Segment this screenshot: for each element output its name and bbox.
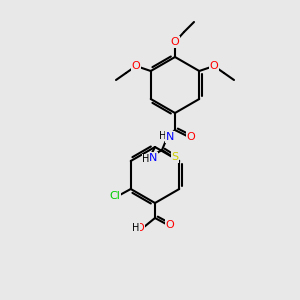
Text: O: O: [136, 223, 144, 233]
Text: H: H: [142, 154, 150, 164]
Text: O: O: [132, 61, 140, 71]
Text: Cl: Cl: [110, 191, 120, 201]
Text: N: N: [149, 153, 157, 163]
Text: O: O: [187, 132, 195, 142]
Text: O: O: [171, 37, 179, 47]
Text: O: O: [166, 220, 174, 230]
Text: N: N: [166, 132, 174, 142]
Text: S: S: [171, 152, 178, 162]
Text: H: H: [159, 131, 167, 141]
Text: O: O: [210, 61, 218, 71]
Text: H: H: [132, 223, 140, 233]
